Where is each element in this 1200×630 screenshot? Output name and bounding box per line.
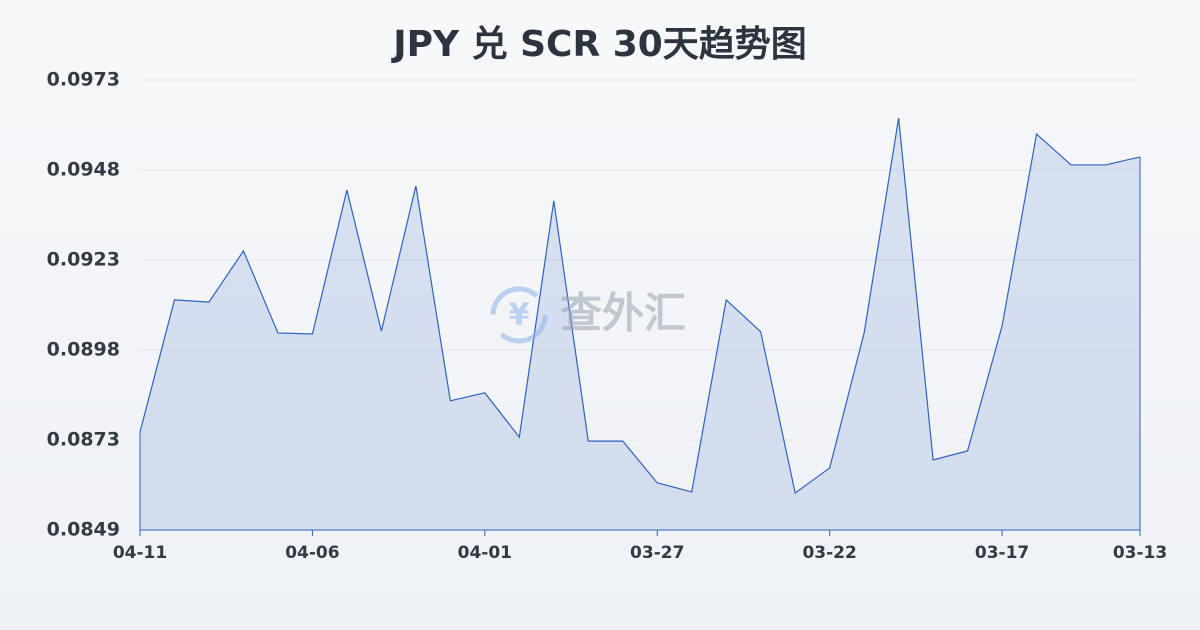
x-tick-label: 04-11 [113,543,167,563]
watermark-logo [490,286,548,344]
y-tick-label: 0.0898 [47,339,120,361]
y-tick-label: 0.0948 [47,159,120,181]
plot: 0.0849 0.0873 0.0898 0.0923 0.0948 0.0973 04-1… [47,69,1168,564]
x-tick-label: 03-13 [1113,543,1167,563]
x-tick-label: 03-27 [630,543,684,563]
x-tick-label: 03-17 [975,543,1029,563]
chart-title: JPY 兑 SCR 30天趋势图 [390,24,807,65]
line [139,118,1141,495]
x-tick-label: 04-06 [285,543,339,563]
x-tick-label: 04-01 [458,543,512,563]
y-tick-label: 0.0973 [47,69,120,91]
x-tick-label: 03-22 [802,543,856,563]
area [140,118,1140,531]
y-tick-label: 0.0923 [47,249,120,271]
y-tick-label: 0.0873 [47,429,120,451]
watermark: ¥ 查外汇 [490,286,686,344]
watermark-logo-symbol: ¥ [509,298,530,333]
y-tick-label: 0.0849 [47,519,120,541]
watermark-text: 查外汇 [560,289,686,338]
